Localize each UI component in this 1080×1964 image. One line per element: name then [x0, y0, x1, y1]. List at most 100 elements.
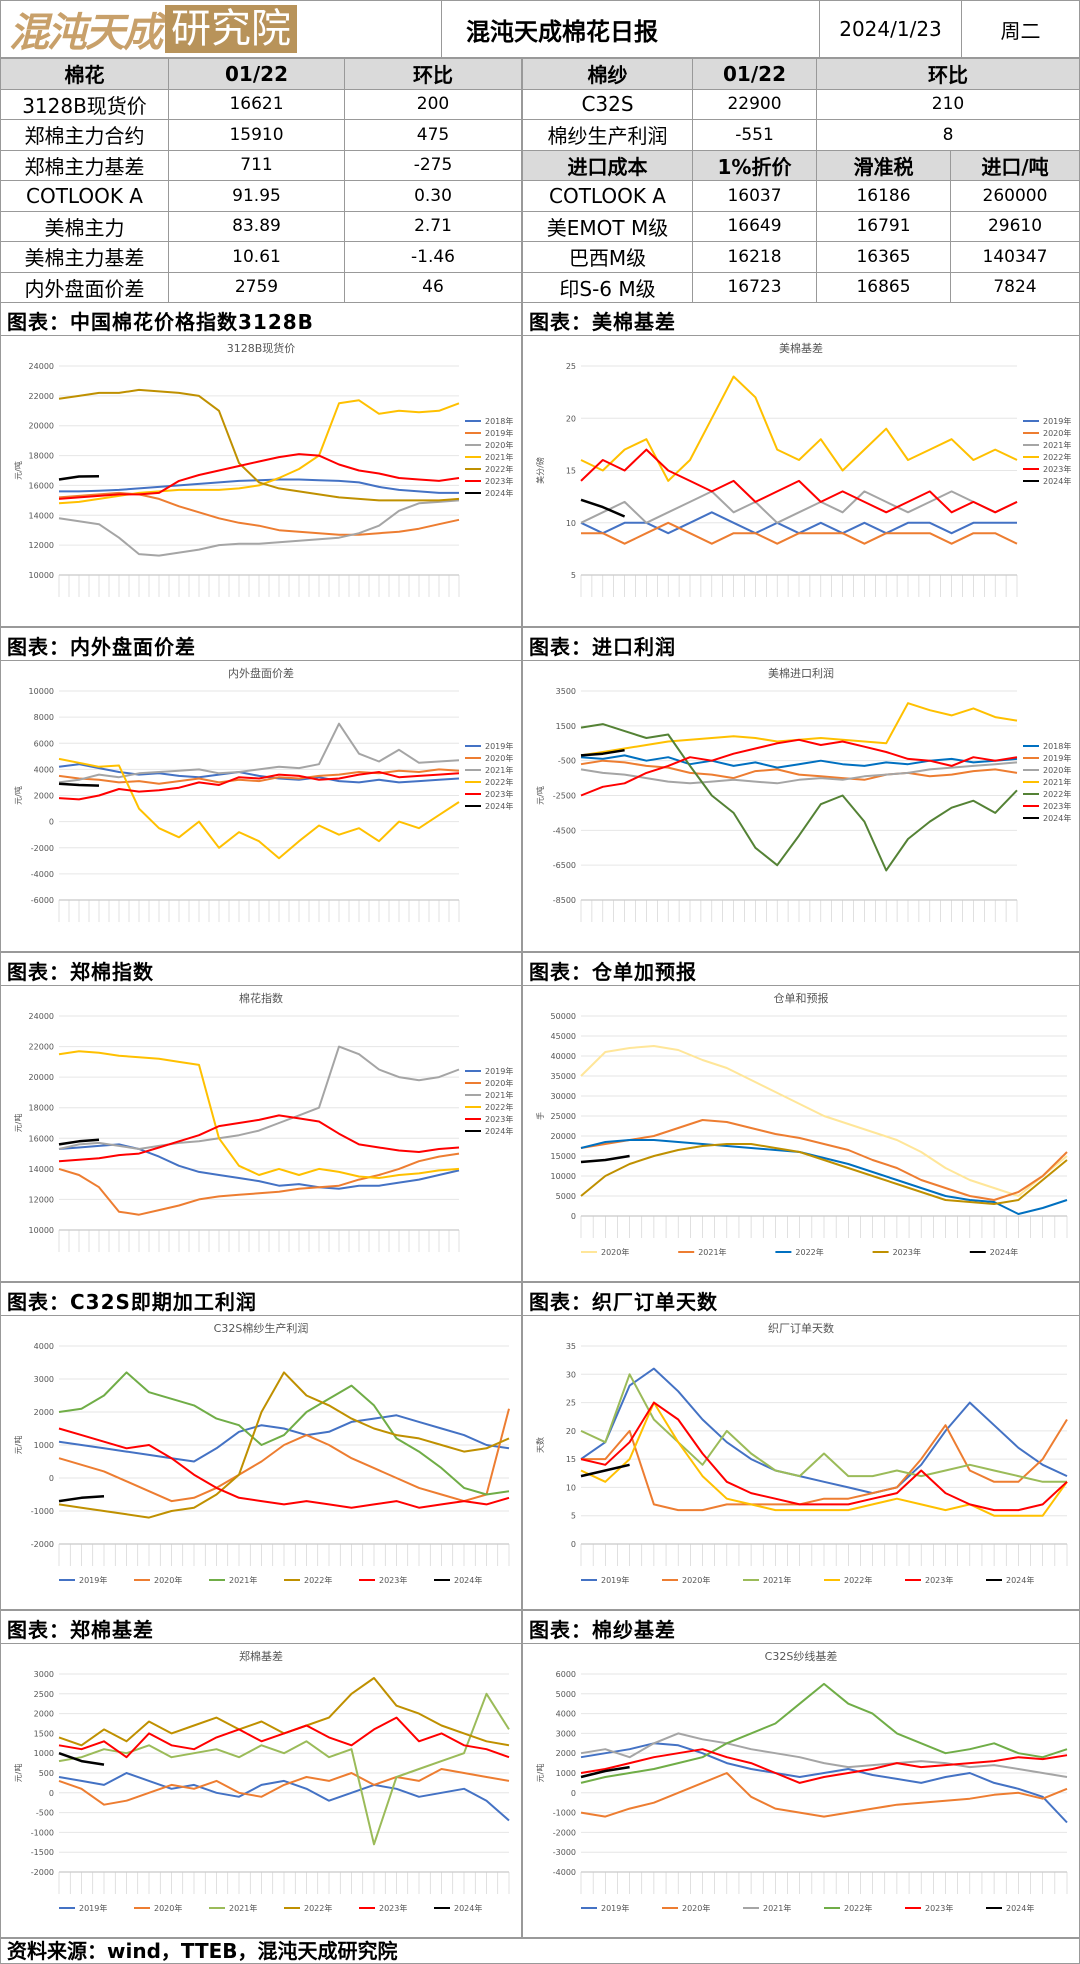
chart-container: 棉花指数 元/吨 10000 12000 14000 16000 18000 20000 220…: [1, 985, 521, 1281]
legend-label: 2022年: [485, 777, 513, 787]
table-cell: 22900: [692, 88, 817, 120]
legend-label: 2023年: [485, 476, 513, 486]
chart-container: 仓单和预报手 0 5000 10000 15000 20000 25000 30000 3500…: [523, 985, 1079, 1281]
y-tick-label: -8500: [553, 896, 576, 905]
series-line: [58, 388, 460, 502]
y-tick-label: -1000: [31, 1828, 54, 1837]
panel-title: 图表：进口利润: [529, 635, 676, 659]
y-tick-label: -1000: [31, 1507, 54, 1516]
series-line: [58, 499, 460, 557]
series-line: [580, 1143, 1068, 1205]
y-tick-label: 22000: [29, 1043, 54, 1052]
series-line: [58, 757, 460, 860]
y-tick-label: 1500: [556, 722, 576, 731]
y-tick-label: 4000: [34, 765, 54, 774]
series-line: [580, 1732, 1068, 1778]
report-title: 混沌天成棉花日报: [441, 1, 819, 57]
y-tick-label: -2000: [553, 1828, 576, 1837]
table-header: 01/22: [692, 58, 817, 90]
y-tick-label: -2000: [31, 1868, 54, 1877]
y-tick-label: 5000: [556, 1192, 576, 1201]
y-tick-label: 20: [566, 1427, 576, 1436]
chart-container: 3128B现货价 元/吨 10000 12000 14000 16000 18000 2000…: [1, 335, 521, 626]
y-tick-label: 2000: [556, 1749, 576, 1758]
table-cell: 内外盘面价差: [0, 271, 169, 303]
y-tick-label: -4000: [31, 870, 54, 879]
table-cell: 16186: [816, 180, 951, 212]
legend-label: 2022年: [844, 1575, 872, 1585]
legend-label: 2024年: [454, 1575, 482, 1585]
table-cell: 2.71: [344, 210, 522, 242]
table-cell: 郑棉主力合约: [0, 119, 169, 151]
table-cell: 16649: [692, 210, 817, 242]
y-tick-label: 20000: [551, 1132, 576, 1141]
series-line: [580, 1742, 1068, 1824]
y-tick-label: 5000: [556, 1690, 576, 1699]
legend-label: 2023年: [379, 1903, 407, 1913]
table-cell: COTLOOK A: [522, 180, 693, 212]
series-line: [58, 1494, 105, 1503]
chart-panel: 图表：C32S即期加工利润 C32S棉纱生产利润 元/吨 -2000 -1000 0 10…: [0, 1282, 522, 1610]
series-line: [581, 521, 1018, 545]
chart-panel: 图表：郑棉基差 郑棉基差 元/吨 -2000 -1500 -1000 -500 0 500 10…: [0, 1610, 522, 1938]
chart-panel: 图表：郑棉指数 棉花指数 元/吨 10000 12000 14000 16000 18000…: [0, 952, 522, 1282]
y-tick-label: -2000: [31, 1540, 54, 1549]
series-line: [580, 1401, 1068, 1512]
series-line: [580, 1154, 630, 1164]
series-line: [58, 1045, 460, 1150]
legend-label: 2023年: [925, 1575, 953, 1585]
series-line: [580, 1748, 1068, 1784]
chart-title: 郑棉基差: [239, 1649, 283, 1663]
legend-label: 2022年: [795, 1247, 823, 1257]
legend-label: 2023年: [925, 1903, 953, 1913]
table-cell: 3128B现货价: [0, 88, 169, 120]
y-tick-label: 24000: [29, 1012, 54, 1021]
legend-label: 2022年: [485, 1102, 513, 1112]
legend-label: 2021年: [485, 765, 513, 775]
legend-label: 2021年: [1043, 777, 1071, 787]
series-line: [580, 1401, 1068, 1517]
y-axis-label: 元/吨: [535, 1764, 545, 1783]
table-cell: 46: [344, 271, 522, 303]
panel-title: 图表：C32S即期加工利润: [7, 1290, 257, 1314]
series-line: [580, 1463, 630, 1478]
series-line: [58, 1114, 460, 1163]
y-tick-label: -500: [558, 757, 576, 766]
legend-label: 2022年: [1043, 452, 1071, 462]
y-tick-label: 24000: [29, 362, 54, 371]
y-tick-label: -4500: [553, 826, 576, 835]
y-tick-label: 2500: [34, 1690, 54, 1699]
legend-label: 2020年: [485, 753, 513, 763]
y-tick-label: 2000: [34, 1408, 54, 1417]
series-line: [58, 1138, 100, 1146]
legend-label: 2019年: [485, 1066, 513, 1076]
series-line: [580, 1682, 1068, 1784]
table-cell: 29610: [950, 210, 1080, 242]
legend-label: 2020年: [682, 1575, 710, 1585]
legend-label: 2022年: [844, 1903, 872, 1913]
chart-container: 郑棉基差 元/吨 -2000 -1500 -1000 -500 0 500 1000 1500 20…: [1, 1643, 521, 1937]
series-line: [58, 1768, 510, 1806]
y-tick-label: 14000: [29, 1165, 54, 1174]
table-header: 滑准税: [816, 149, 951, 181]
legend-label: 2019年: [601, 1903, 629, 1913]
legend-label: 2023年: [485, 789, 513, 799]
panel-title: 图表：郑棉指数: [7, 960, 154, 984]
legend-label: 2019年: [1043, 753, 1071, 763]
y-tick-label: 25: [566, 1399, 576, 1408]
legend-label: 2022年: [485, 464, 513, 474]
table-cell: -275: [344, 149, 522, 181]
y-tick-label: 3000: [34, 1375, 54, 1384]
y-tick-label: 1000: [34, 1441, 54, 1450]
chart-panel: 图表：美棉基差 美棉基差 美分/磅 5 10 15 20 25 2019年 2020年 2021年…: [522, 302, 1080, 627]
chart-panel: 图表：进口利润 美棉进口利润 元/吨 -8500 -6500 -4500 -2500 -50…: [522, 627, 1080, 952]
panel-title: 图表：郑棉基差: [7, 1618, 154, 1642]
legend-label: 2020年: [1043, 765, 1071, 775]
table-cell: 15910: [168, 119, 345, 151]
table-cell: 7824: [950, 271, 1080, 303]
table-header: 棉纱: [522, 58, 693, 90]
legend-label: 2019年: [79, 1903, 107, 1913]
y-tick-label: 8000: [34, 713, 54, 722]
